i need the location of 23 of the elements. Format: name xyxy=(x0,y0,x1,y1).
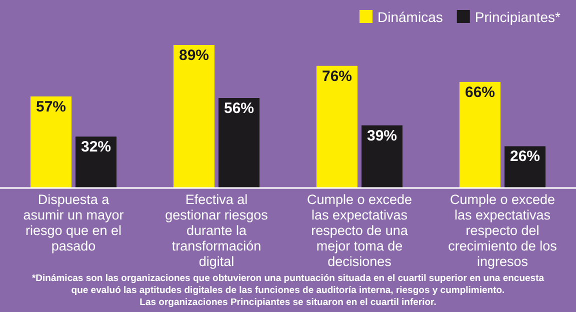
legend-label: Dinámicas xyxy=(378,9,443,25)
bar xyxy=(218,98,260,188)
x-tick-label: Cumple o excede las expectativas respecto de una mejor toma de decisiones xyxy=(306,192,412,269)
text: Las organizaciones Principiantes se situaron en el cuartil inferior. xyxy=(140,297,436,308)
x-tick-label: Efectiva al gestionar riesgos durante la transformación digital xyxy=(165,192,268,269)
text: *Dinámicas son las organizaciones que obtuvieron una puntuación situada en el cuartil superior en una encuesta que evaluó las aptitudes digitales de las funciones de auditoría interna, riesgos y cumplimiento. xyxy=(32,273,545,296)
data-label: 56% xyxy=(224,100,254,118)
legend-label: Principiantes* xyxy=(474,9,562,25)
data-label: 32% xyxy=(80,138,112,156)
data-label: 76% xyxy=(322,68,352,85)
x-tick-label: Cumple o excede las expectativas respecto del crecimiento de los ingresos xyxy=(448,192,558,269)
bar xyxy=(316,66,358,188)
bar xyxy=(76,136,116,188)
data-label: 57% xyxy=(36,98,66,116)
data-label: 66% xyxy=(464,84,496,101)
data-label: 39% xyxy=(366,127,398,144)
data-label: 89% xyxy=(178,47,210,64)
bar xyxy=(460,82,500,188)
x-tick-label: Dispuesta a asumir un mayor riesgo que en el pasado xyxy=(23,192,124,254)
data-label: 26% xyxy=(510,148,540,166)
bar xyxy=(362,125,402,188)
bar xyxy=(30,96,72,188)
bar xyxy=(174,45,214,188)
